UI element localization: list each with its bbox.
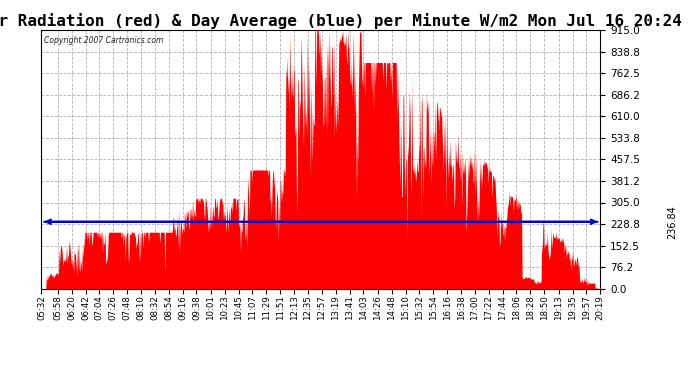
Title: Solar Radiation (red) & Day Average (blue) per Minute W/m2 Mon Jul 16 20:24: Solar Radiation (red) & Day Average (blu… [0,13,682,29]
Text: Copyright 2007 Cartronics.com: Copyright 2007 Cartronics.com [44,36,164,45]
Text: 236.84: 236.84 [667,205,677,238]
